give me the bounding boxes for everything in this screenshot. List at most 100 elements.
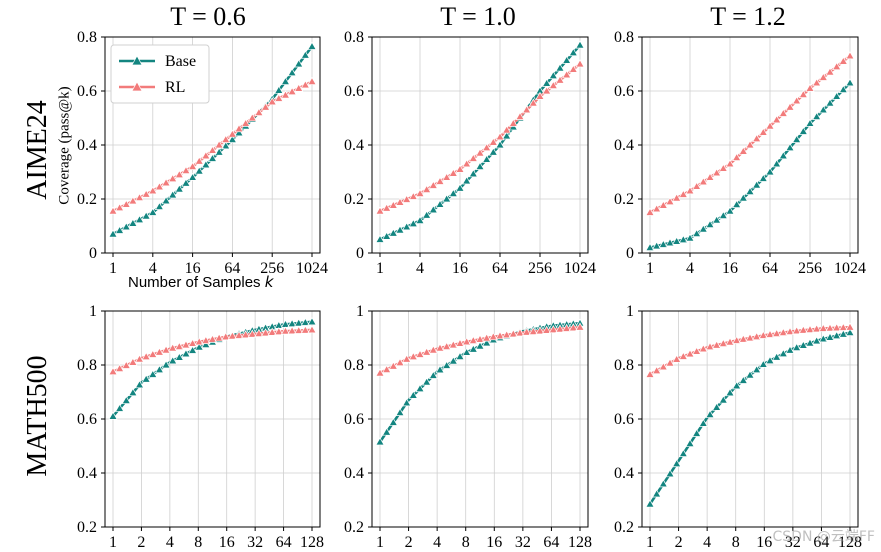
series-marker-base — [194, 166, 204, 175]
series-marker-base — [692, 228, 702, 237]
series-marker-base — [845, 78, 855, 87]
series-marker-base — [121, 395, 131, 404]
series-marker-base — [428, 205, 438, 214]
series-marker-base — [194, 342, 204, 351]
series-marker-base — [825, 98, 835, 107]
series-marker-rl — [488, 137, 498, 146]
series-marker-rl — [388, 200, 398, 209]
series-marker-rl — [455, 164, 465, 173]
series-marker-rl — [115, 203, 125, 212]
series-marker-rl — [738, 146, 748, 155]
series-marker-rl — [402, 354, 412, 363]
series-marker-rl — [798, 89, 808, 98]
series-marker-base — [168, 190, 178, 199]
series-marker-base — [442, 360, 452, 369]
series-marker-rl — [468, 335, 478, 344]
series-marker-rl — [502, 125, 512, 134]
series-marker-rl — [732, 152, 742, 161]
y-tick-label: 0.4 — [344, 465, 364, 482]
series-marker-base — [712, 215, 722, 224]
series-marker-base — [154, 365, 165, 374]
series-marker-base — [468, 169, 478, 178]
series-marker-rl — [128, 357, 138, 366]
series-marker-base — [818, 105, 828, 114]
series-marker-base — [187, 172, 198, 181]
series-marker-rl — [108, 206, 118, 215]
series-marker-base — [214, 147, 224, 156]
column-title-t12: T = 1.2 — [710, 2, 786, 31]
series-marker-rl — [758, 330, 768, 339]
series-marker-rl — [207, 334, 218, 343]
series-marker-rl — [148, 186, 158, 195]
series-marker-rl — [307, 325, 317, 334]
series-marker-base — [115, 225, 125, 234]
series-marker-rl — [838, 56, 848, 65]
series-marker-base — [752, 365, 762, 374]
series-marker-base — [462, 176, 472, 185]
series-marker-rl — [375, 368, 385, 377]
series-marker-base — [765, 167, 775, 176]
series-marker-rl — [542, 325, 552, 334]
series-marker-rl — [562, 70, 572, 79]
series-marker-rl — [260, 328, 271, 337]
series-marker-base — [181, 178, 191, 187]
series-marker-rl — [141, 189, 151, 198]
series-marker-base — [495, 140, 505, 149]
series-marker-rl — [535, 326, 545, 335]
series-marker-rl — [187, 338, 198, 347]
series-marker-rl — [382, 364, 392, 373]
series-marker-rl — [194, 156, 204, 165]
series-marker-rl — [422, 184, 432, 193]
series-marker-rl — [838, 322, 848, 331]
series-marker-rl — [267, 327, 277, 336]
series-marker-rl — [455, 338, 465, 347]
x-tick-label: 4 — [149, 260, 157, 277]
series-marker-rl — [287, 86, 297, 96]
x-tick-label: 64 — [224, 260, 240, 277]
series-marker-base — [174, 352, 184, 361]
y-tick-label: 0.4 — [344, 137, 364, 154]
series-marker-base — [705, 219, 715, 228]
series-marker-rl — [555, 324, 565, 333]
legend-marker-base — [131, 55, 143, 66]
series-marker-base — [832, 91, 842, 100]
x-tick-label: 2 — [405, 534, 413, 551]
series-marker-rl — [442, 341, 452, 350]
series-marker-rl — [294, 83, 304, 92]
series-marker-base — [422, 210, 432, 219]
series-marker-rl — [280, 90, 291, 99]
series-marker-rl — [448, 168, 458, 177]
series-marker-base — [745, 186, 755, 195]
series-marker-rl — [508, 329, 518, 338]
column-title-t10: T = 1.0 — [440, 2, 516, 31]
series-marker-base — [402, 398, 412, 407]
series-marker-base — [672, 236, 682, 245]
series-marker-rl — [678, 351, 688, 360]
x-tick-label: 16 — [756, 534, 772, 551]
series-marker-rl — [752, 133, 762, 143]
series-marker-base — [652, 241, 662, 250]
series-marker-base — [818, 334, 828, 343]
series-marker-base — [812, 111, 822, 121]
series-marker-rl — [221, 134, 231, 143]
series-marker-base — [161, 360, 171, 369]
series-marker-rl — [562, 323, 572, 332]
series-marker-base — [435, 365, 445, 374]
series-marker-rl — [227, 129, 238, 138]
series-marker-base — [758, 359, 768, 368]
series-marker-base — [725, 206, 735, 215]
series-marker-rl — [115, 363, 125, 372]
series-marker-rl — [395, 197, 405, 206]
series-marker-rl — [234, 330, 244, 339]
x-tick-label: 64 — [276, 534, 292, 551]
x-tick-label: 16 — [486, 534, 502, 551]
series-marker-rl — [528, 98, 538, 107]
series-marker-base — [778, 349, 788, 358]
x-tick-label: 1024 — [564, 260, 596, 277]
series-marker-rl — [375, 206, 385, 215]
series-marker-rl — [462, 159, 472, 168]
x-axis-label-var: k — [264, 273, 274, 291]
series-marker-rl — [798, 325, 808, 334]
series-marker-base — [388, 228, 398, 237]
series-marker-rl — [254, 328, 264, 337]
